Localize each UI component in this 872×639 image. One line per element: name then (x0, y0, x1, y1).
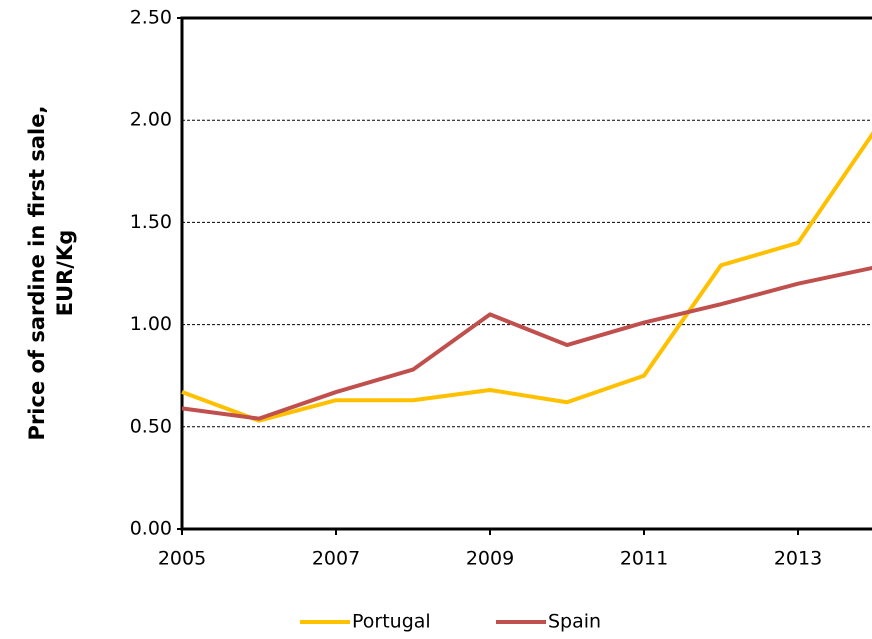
x-tick-label: 2007 (312, 548, 360, 570)
x-tick-label: 2011 (620, 548, 668, 570)
y-tick-label: 1.50 (130, 211, 172, 233)
series-line (181, 265, 872, 421)
y-axis-label-line: EUR/Kg (53, 230, 77, 317)
series-line (181, 131, 872, 423)
y-tick-label: 1.00 (130, 313, 172, 335)
y-axis-label-line: Price of sardine in first sale, (25, 106, 49, 441)
x-tick-label: 2013 (774, 548, 822, 570)
y-tick-label: 0.50 (130, 415, 172, 437)
legend-label: Portugal (352, 611, 431, 633)
y-axis-label: Price of sardine in first sale, EUR/Kg (25, 106, 77, 441)
legend-label: Spain (548, 611, 601, 633)
y-tick-label: 0.00 (130, 518, 172, 540)
x-tick-label: 2009 (466, 548, 514, 570)
y-tick-label: 2.50 (130, 7, 172, 29)
y-tick-label: 2.00 (130, 109, 172, 131)
x-tick-label: 2005 (158, 548, 206, 570)
